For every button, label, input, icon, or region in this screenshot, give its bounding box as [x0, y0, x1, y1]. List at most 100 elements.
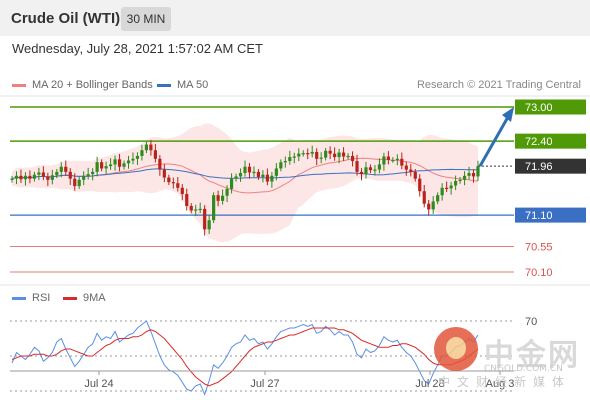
candle: [77, 176, 81, 189]
candle: [225, 185, 229, 203]
x-tick-label: Jul 27: [250, 378, 279, 390]
forecast-arrow-head: [502, 107, 514, 122]
level-label-support2: 70.55: [525, 241, 553, 253]
candle: [359, 168, 364, 181]
candle: [55, 169, 59, 179]
rsi-swatch: [12, 296, 26, 300]
candle: [413, 169, 417, 182]
candle: [315, 148, 319, 166]
candle: [467, 166, 471, 180]
candle: [41, 166, 45, 181]
ma20-swatch: [12, 83, 26, 87]
instrument-title: Crude Oil (WTI): [11, 10, 121, 27]
level-label-target: 73.00: [525, 102, 553, 114]
level-label-support3: 70.10: [525, 267, 553, 279]
candle: [149, 140, 153, 156]
candle: [297, 148, 301, 162]
level-label-current: 71.96: [525, 161, 553, 173]
candle: [404, 161, 408, 176]
candle: [400, 152, 404, 170]
ma50-legend-label: MA 50: [177, 79, 209, 91]
candle: [135, 152, 140, 166]
candle: [243, 160, 247, 177]
candle: [261, 170, 265, 183]
rsi-legend-label: RSI: [32, 292, 51, 304]
candle: [364, 161, 368, 179]
candle: [68, 168, 72, 185]
level-tag-resistance: [515, 133, 586, 149]
candle: [346, 153, 350, 160]
candle: [319, 152, 323, 164]
timeframe-badge[interactable]: 30 MIN: [121, 7, 171, 31]
candle: [37, 167, 41, 181]
candle: [82, 171, 86, 186]
forecast-arrow-line: [478, 116, 510, 167]
candle: [104, 161, 108, 174]
candle: [436, 192, 440, 205]
watermark-tagline: 中文财经新媒体: [438, 375, 572, 389]
candle: [422, 184, 426, 208]
candle: [216, 190, 220, 207]
candle: [431, 196, 435, 214]
candle: [64, 160, 68, 176]
candle: [113, 155, 117, 171]
watermark: 中金网 CNGOLD.COM.CN 中文财经新媒体: [434, 327, 584, 389]
candle: [171, 177, 175, 189]
candle: [207, 214, 211, 234]
candle: [341, 147, 346, 162]
top-bar: Crude Oil (WTI) 30 MIN: [0, 0, 590, 36]
rsi-ma-swatch: [63, 296, 77, 300]
level-label-support: 71.10: [525, 210, 553, 222]
candle: [449, 181, 453, 195]
candle: [189, 203, 193, 214]
candle: [252, 166, 256, 177]
legend-rsi: RSI: [12, 292, 50, 304]
level-label-resistance: 72.40: [525, 136, 553, 148]
candle: [59, 162, 63, 178]
datetime-label: Wednesday, July 28, 2021 1:57:02 AM CET: [12, 41, 263, 56]
candle: [122, 160, 126, 170]
candle: [310, 145, 314, 158]
candle: [301, 150, 305, 157]
candle: [176, 176, 180, 192]
candle: [355, 154, 359, 176]
candle: [453, 175, 458, 191]
rsi-line: [11, 320, 479, 396]
level-tag-support: [515, 207, 586, 223]
candle: [203, 205, 207, 236]
candle: [32, 171, 37, 182]
candle: [194, 204, 198, 216]
candle: [350, 151, 355, 167]
candle: [73, 173, 77, 191]
candle: [382, 152, 386, 171]
ma50-line: [11, 168, 479, 180]
candle: [131, 152, 135, 165]
candle: [292, 152, 296, 164]
candle: [256, 169, 261, 180]
legend-ma20: MA 20 + Bollinger Bands: [12, 79, 153, 91]
rsi-tick-label: 70: [525, 316, 537, 328]
ma50-swatch: [157, 83, 171, 87]
candle: [373, 165, 377, 176]
candle: [117, 153, 122, 172]
candle: [274, 163, 278, 181]
level-tag-target: [515, 99, 586, 115]
credit-label: Research © 2021 Trading Central: [416, 79, 581, 91]
watermark-logo-icon: [434, 327, 478, 371]
candle: [418, 174, 422, 197]
candle: [167, 174, 171, 185]
candle: [19, 169, 23, 183]
candle: [462, 171, 467, 186]
candle: [158, 155, 162, 176]
candle: [445, 181, 449, 193]
candle: [238, 168, 243, 182]
candle: [279, 159, 283, 172]
x-tick-label: Aug 3: [486, 378, 515, 390]
candle: [333, 147, 337, 161]
watermark-url: CNGOLD.COM.CN: [484, 364, 563, 374]
candle: [377, 158, 382, 174]
candle: [180, 184, 184, 201]
candle: [324, 147, 328, 161]
candle: [471, 169, 476, 183]
